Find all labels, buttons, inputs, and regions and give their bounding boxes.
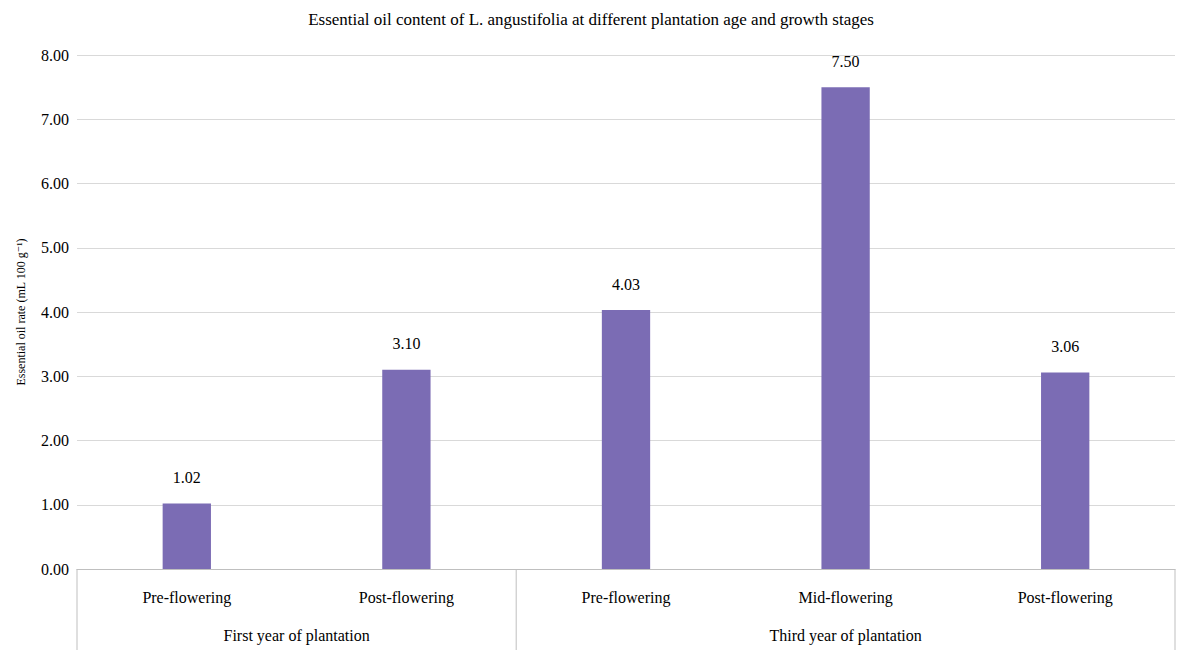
svg-text:Essential oil rate (mL 100 g⁻¹: Essential oil rate (mL 100 g⁻¹) <box>14 238 28 385</box>
svg-text:Pre-flowering: Pre-flowering <box>142 589 231 607</box>
svg-text:1.02: 1.02 <box>173 469 201 486</box>
svg-text:8.00: 8.00 <box>41 47 69 64</box>
svg-text:Post-flowering: Post-flowering <box>1018 589 1113 607</box>
svg-text:First year of plantation: First year of plantation <box>224 627 370 645</box>
svg-text:4.00: 4.00 <box>41 304 69 321</box>
svg-text:3.06: 3.06 <box>1051 338 1079 355</box>
svg-text:4.03: 4.03 <box>612 276 640 293</box>
svg-text:Post-flowering: Post-flowering <box>359 589 454 607</box>
svg-text:5.00: 5.00 <box>41 239 69 256</box>
svg-text:Mid-flowering: Mid-flowering <box>798 589 892 607</box>
svg-text:7.50: 7.50 <box>832 53 860 70</box>
svg-text:3.00: 3.00 <box>41 368 69 385</box>
svg-text:Essential oil content of L. an: Essential oil content of L. angustifolia… <box>308 10 874 29</box>
svg-text:7.00: 7.00 <box>41 111 69 128</box>
svg-text:1.00: 1.00 <box>41 496 69 513</box>
svg-text:0.00: 0.00 <box>41 561 69 578</box>
svg-text:3.10: 3.10 <box>392 335 420 352</box>
svg-text:6.00: 6.00 <box>41 175 69 192</box>
svg-text:Pre-flowering: Pre-flowering <box>582 589 671 607</box>
svg-text:Third year of plantation: Third year of plantation <box>769 627 921 645</box>
svg-text:2.00: 2.00 <box>41 432 69 449</box>
